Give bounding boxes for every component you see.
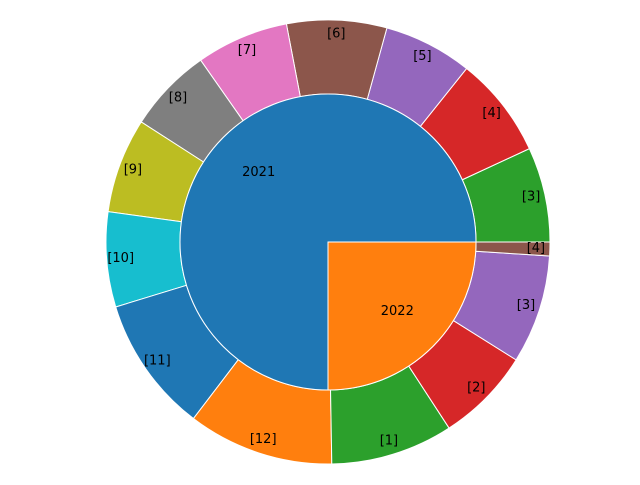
inner-label-0: 2021	[242, 165, 275, 180]
outer-label-3: [6]	[327, 27, 345, 42]
outer-label-4: [7]	[238, 43, 256, 58]
outer-label-10: [1]	[380, 433, 398, 448]
outer-label-12: [3]	[517, 298, 535, 313]
outer-label-11: [2]	[467, 380, 485, 395]
outer-label-1: [4]	[482, 106, 500, 121]
outer-label-5: [8]	[169, 90, 187, 105]
wedge-labels: [3] [4] [5] [6] [7] [8] [9] [10] [11] [12] [1] [2] […	[107, 27, 545, 449]
outer-label-13: [4]	[527, 241, 545, 256]
outer-label-0: [3]	[522, 190, 540, 205]
inner-pie	[179, 93, 477, 391]
inner-wedge-1	[327, 241, 477, 391]
outer-label-7: [10]	[107, 251, 134, 266]
outer-label-9: [12]	[250, 432, 277, 447]
outer-ring	[105, 19, 551, 465]
outer-label-6: [9]	[124, 162, 142, 177]
inner-label-1: 2022	[381, 304, 414, 319]
outer-label-8: [11]	[144, 353, 171, 368]
outer-label-2: [5]	[413, 49, 431, 64]
